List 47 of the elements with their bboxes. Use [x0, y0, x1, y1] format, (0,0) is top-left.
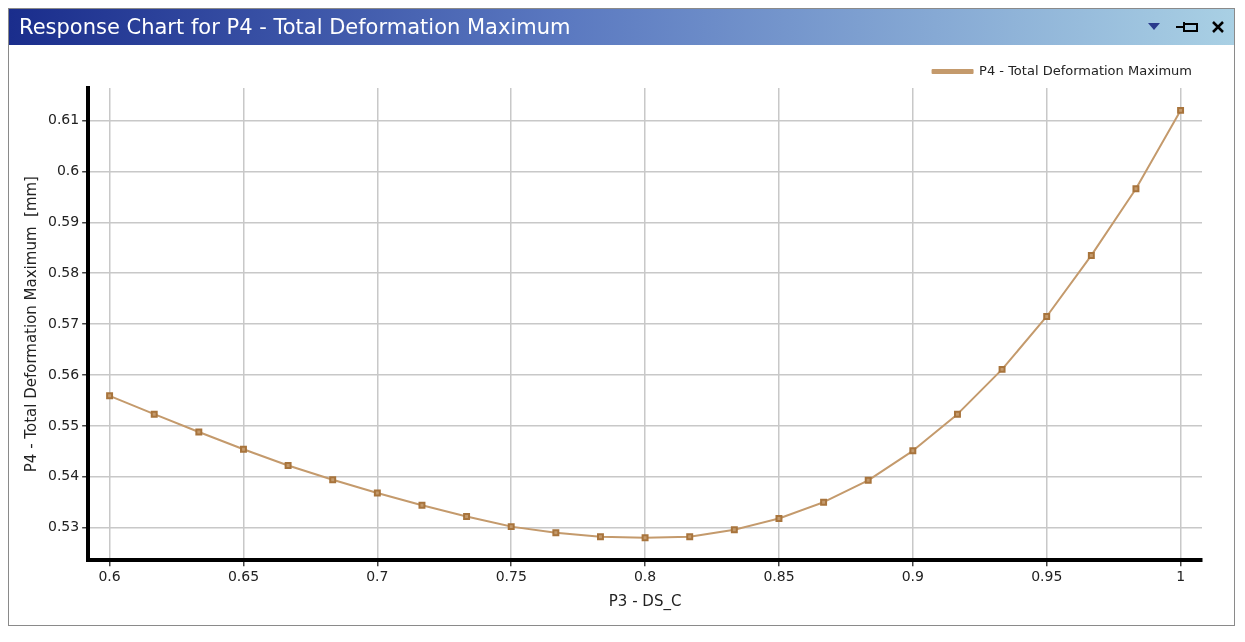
y-tick-label: 0.53 [48, 518, 80, 535]
point [596, 533, 604, 541]
point [909, 447, 917, 455]
point [552, 529, 560, 537]
x-tick-label: 0.75 [495, 568, 527, 585]
point [641, 534, 649, 542]
point [1043, 312, 1051, 320]
x-tick-label: 0.85 [763, 568, 795, 585]
point [686, 533, 694, 541]
y-tick-label: 0.59 [48, 212, 80, 229]
point [953, 410, 961, 418]
point [373, 489, 381, 497]
x-tick-label: 1 [1176, 568, 1186, 585]
legend-label: P4 - Total Deformation Maximum [979, 62, 1193, 78]
x-tick-label: 0.7 [366, 568, 389, 585]
y-tick-label: 0.55 [48, 416, 80, 433]
point [775, 515, 783, 522]
point [418, 501, 426, 509]
chart-title: Response Chart for P4 - Total Deformation Maximum [19, 15, 572, 39]
x-tick-label: 0.65 [227, 568, 260, 585]
x-tick-label: 0.9 [901, 568, 924, 585]
point [730, 526, 738, 534]
point [864, 476, 872, 484]
point [1087, 251, 1095, 259]
point [1177, 106, 1185, 114]
point [150, 410, 158, 418]
point [329, 476, 337, 484]
point [1132, 185, 1140, 193]
point [106, 392, 114, 400]
point [284, 462, 292, 470]
x-axis-title: P3 - DS_C [608, 591, 682, 611]
y-tick-label: 0.57 [48, 314, 80, 331]
y-tick-label: 0.56 [48, 365, 80, 382]
y-axis-title: P4 - Total Deformation Maximum [mm] [21, 176, 40, 473]
y-tick-label: 0.58 [48, 263, 80, 280]
point [998, 365, 1006, 373]
point [463, 512, 471, 520]
y-tick-label: 0.61 [48, 111, 80, 128]
point [195, 428, 203, 436]
point [507, 523, 515, 531]
point [820, 498, 828, 506]
x-tick-label: 0.95 [1031, 568, 1063, 585]
y-tick-label: 0.54 [48, 467, 80, 484]
x-tick-label: 0.8 [633, 568, 657, 585]
x-tick-label: 0.6 [98, 568, 121, 585]
y-tick-label: 0.6 [56, 162, 80, 179]
point [239, 445, 247, 453]
